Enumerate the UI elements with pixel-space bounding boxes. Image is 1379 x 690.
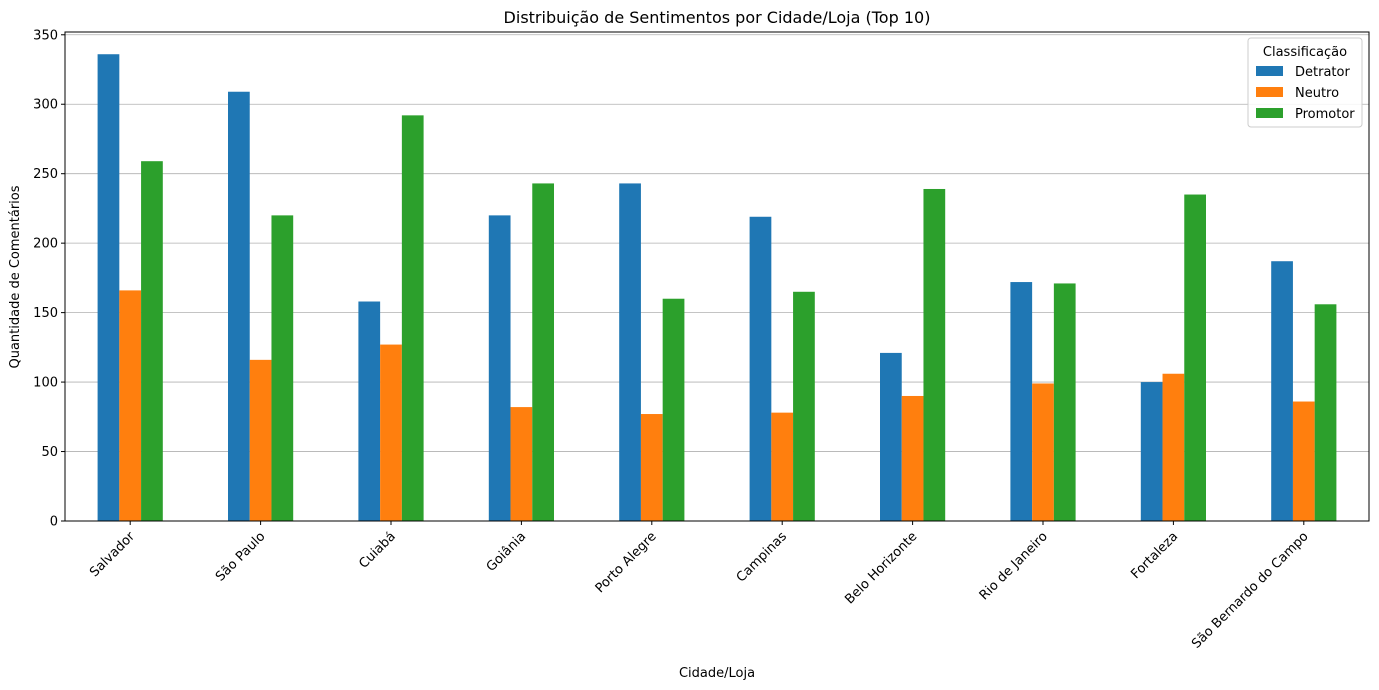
legend-swatch-detrator bbox=[1256, 66, 1283, 76]
bar-neutro bbox=[380, 344, 402, 521]
bar-detrator bbox=[1140, 382, 1163, 521]
y-tick-label: 0 bbox=[50, 515, 58, 530]
bar-neutro bbox=[640, 414, 663, 521]
legend-label-promotor: Promotor bbox=[1295, 107, 1355, 122]
bar-neutro bbox=[771, 412, 794, 521]
bar-neutro bbox=[901, 395, 924, 521]
bar-neutro bbox=[119, 290, 142, 521]
y-tick-label: 150 bbox=[33, 306, 58, 321]
legend-box bbox=[1247, 37, 1363, 128]
bar-neutro bbox=[510, 407, 533, 521]
y-tick-label: 100 bbox=[33, 376, 58, 391]
bar-promotor bbox=[141, 161, 163, 521]
y-tick-label: 300 bbox=[33, 98, 58, 113]
legend: Classificação Detrator Neutro Promotor bbox=[1247, 37, 1363, 128]
legend-label-neutro: Neutro bbox=[1295, 86, 1339, 101]
y-tick-label: 350 bbox=[33, 28, 58, 43]
bar-promotor bbox=[1053, 283, 1076, 521]
bar-detrator bbox=[880, 352, 902, 521]
bar-promotor bbox=[923, 188, 946, 522]
bar-promotor bbox=[793, 291, 815, 521]
legend-swatch-neutro bbox=[1256, 87, 1283, 97]
legend-swatch-promotor bbox=[1256, 108, 1283, 118]
bar-detrator bbox=[358, 301, 381, 521]
bar-promotor bbox=[1184, 194, 1206, 521]
bar-detrator bbox=[488, 215, 511, 521]
bar-neutro bbox=[1032, 383, 1054, 521]
y-tick-label: 200 bbox=[33, 237, 58, 252]
y-tick-label: 50 bbox=[41, 445, 58, 460]
y-tick-label: 250 bbox=[33, 167, 58, 182]
x-axis-label: Cidade/Loja bbox=[679, 666, 755, 681]
bar-detrator bbox=[1010, 282, 1033, 521]
bar-detrator bbox=[749, 216, 772, 521]
bar-promotor bbox=[662, 298, 685, 521]
bar-detrator bbox=[1271, 261, 1293, 521]
bar-neutro bbox=[249, 359, 272, 521]
bar-neutro bbox=[1162, 373, 1185, 521]
bar-detrator bbox=[228, 91, 250, 522]
bar-promotor bbox=[1314, 304, 1337, 521]
y-axis-label: Quantidade de Comentários bbox=[8, 185, 23, 368]
plot-frame bbox=[64, 31, 1370, 522]
bar-neutro bbox=[1292, 401, 1315, 521]
legend-title: Classificação bbox=[1263, 45, 1347, 60]
bar-detrator bbox=[619, 183, 641, 522]
bar-promotor bbox=[271, 215, 294, 521]
chart-title: Distribuição de Sentimentos por Cidade/L… bbox=[504, 8, 931, 27]
legend-label-detrator: Detrator bbox=[1295, 65, 1350, 80]
bar-detrator bbox=[97, 54, 120, 522]
bar-promotor bbox=[532, 183, 554, 522]
bars bbox=[97, 54, 1337, 522]
bar-promotor bbox=[401, 115, 424, 522]
